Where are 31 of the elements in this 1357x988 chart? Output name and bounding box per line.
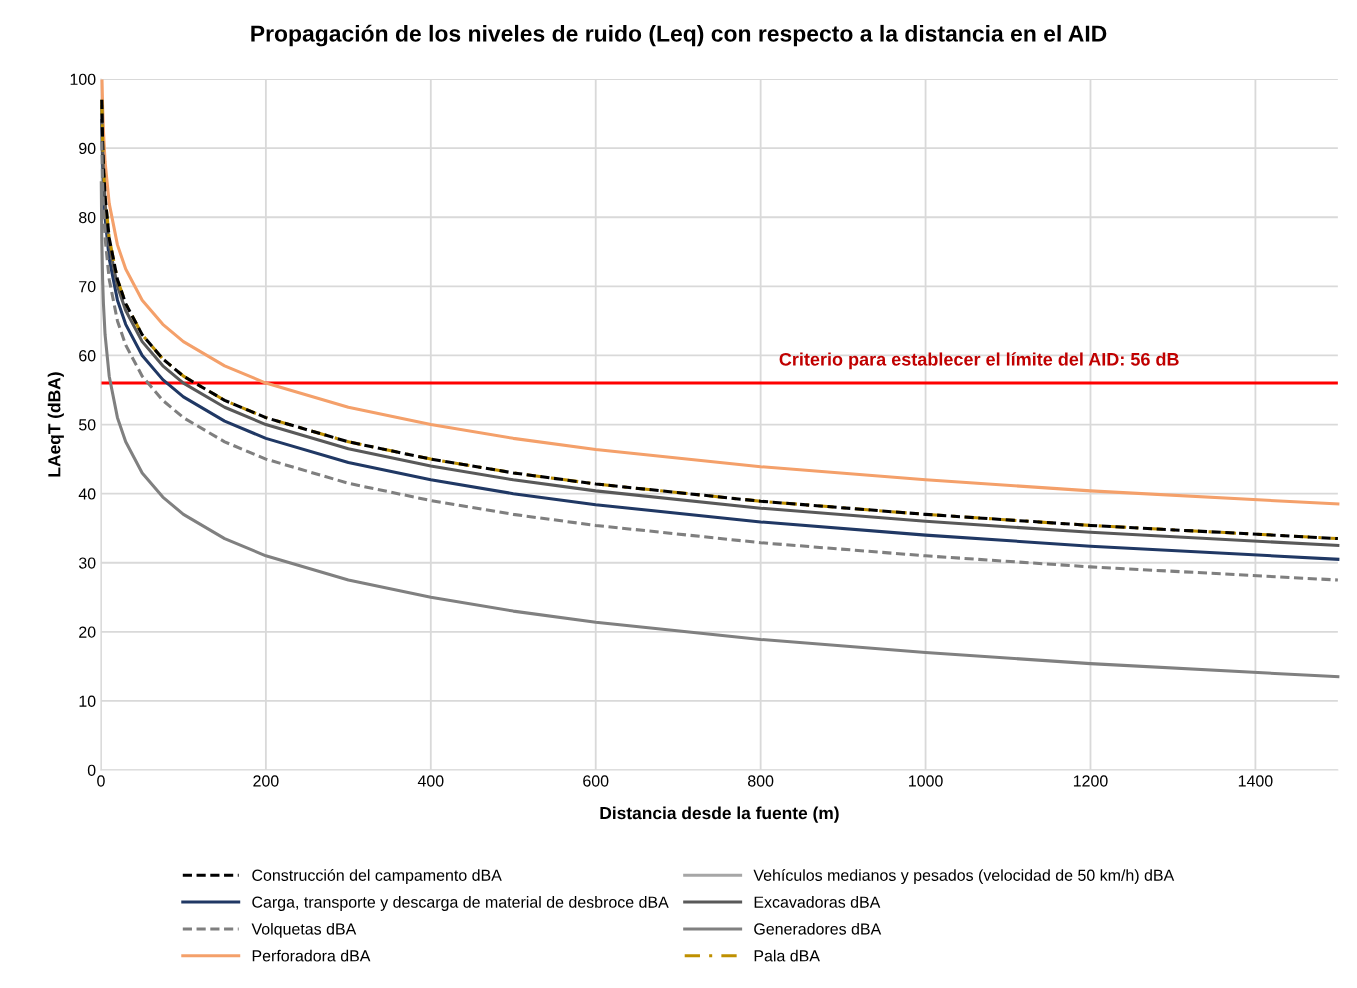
- y-tick-label: 0: [87, 764, 96, 776]
- y-tick-label: 20: [79, 626, 96, 638]
- x-tick-label: 400: [417, 775, 444, 787]
- chart-title: Propagación de los niveles de ruido (Leq) con respecto a la distancia en el AID: [251, 24, 1107, 47]
- y-tick-label: 100: [70, 73, 96, 85]
- legend-label: Excavadoras dBA: [754, 896, 881, 908]
- x-tick-label: 1000: [909, 775, 943, 787]
- y-tick-label: 40: [78, 488, 96, 500]
- legend-label: Pala dBA: [754, 949, 820, 962]
- legend-label: Vehículos medianos y pesados (velocidad de 50 km/h) dBA: [753, 868, 1175, 885]
- x-tick-label: 1400: [1238, 775, 1273, 787]
- legend-label: Volquetas dBA: [251, 922, 357, 938]
- x-tick-label: 1200: [1073, 775, 1108, 787]
- legend-label: Perforadora dBA: [252, 949, 371, 962]
- ref-line-label: Criterio para establecer el límite del AID: 56 dB: [779, 352, 1179, 370]
- x-tick-label: 600: [583, 775, 609, 787]
- x-tick-label: 0: [97, 775, 105, 787]
- legend-label: Carga, transporte y descarga de material de desbroce dBA: [252, 896, 669, 911]
- y-tick-label: 80: [79, 211, 96, 224]
- legend-label: Generadores dBA: [754, 922, 882, 935]
- y-tick-label: 10: [79, 695, 96, 707]
- y-tick-label: 90: [79, 142, 96, 155]
- x-axis-title: Distancia desde la fuente (m): [600, 806, 839, 823]
- y-tick-label: 30: [78, 557, 96, 569]
- y-axis-title: LAeqT (dBA): [47, 372, 64, 477]
- y-tick-label: 70: [79, 280, 96, 293]
- y-tick-label: 60: [79, 350, 96, 362]
- x-tick-label: 800: [748, 775, 774, 787]
- legend-label: Construcción del campamento dBA: [252, 868, 502, 885]
- y-tick-label: 50: [78, 419, 96, 431]
- x-tick-label: 200: [253, 775, 279, 787]
